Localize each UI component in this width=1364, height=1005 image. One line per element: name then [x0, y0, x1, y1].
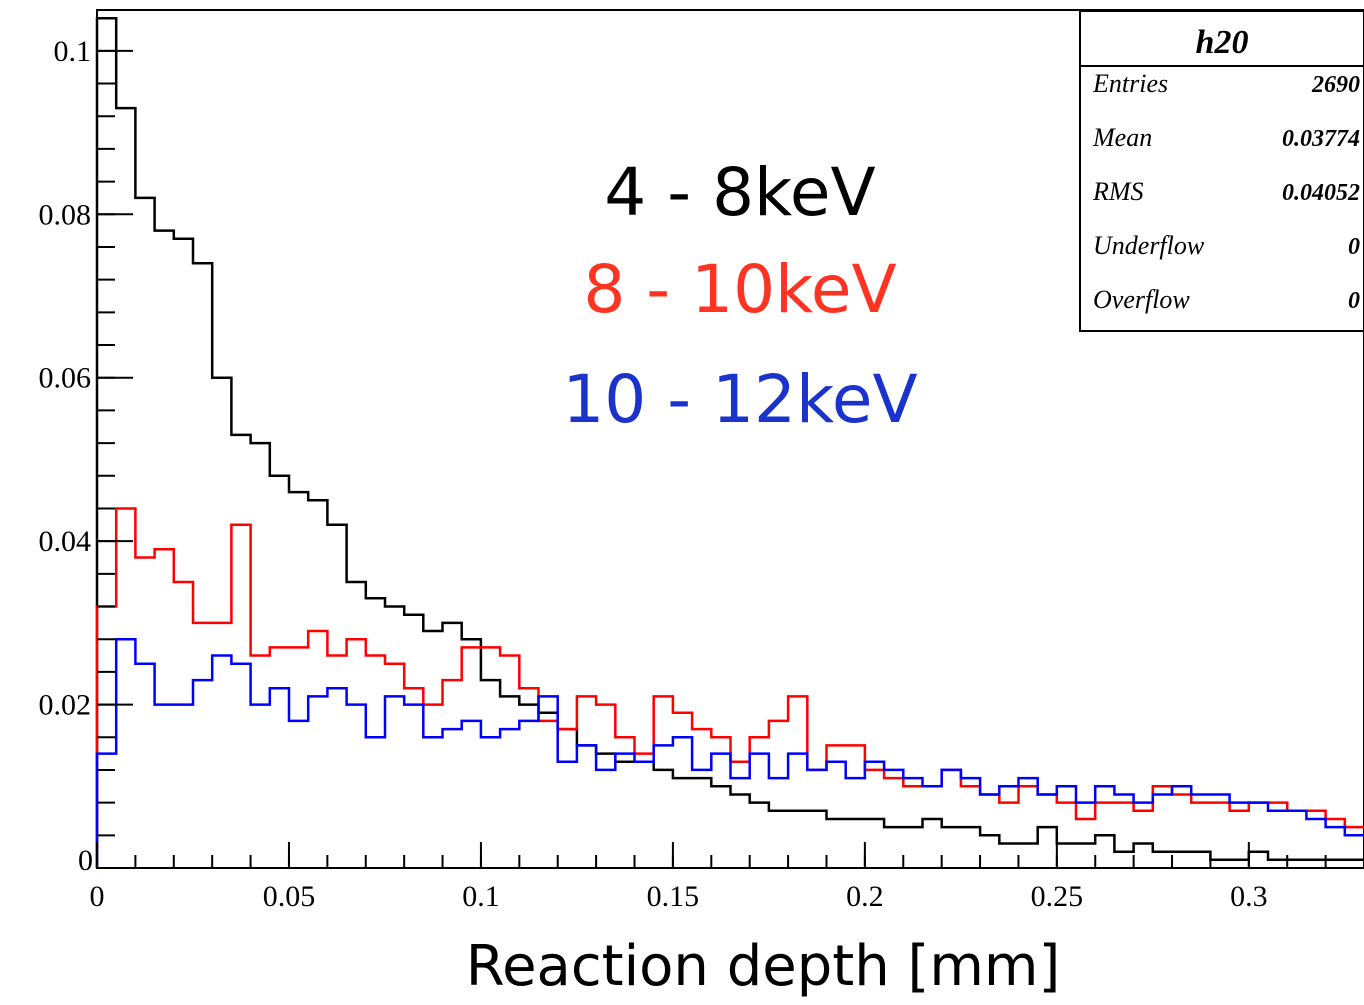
stats-rows: Entries 2690 Mean 0.03774 RMS 0.04052 Underflo…	[1092, 69, 1360, 314]
x-tick-label: 0.05	[263, 880, 316, 913]
stats-row-value: 2690	[1311, 72, 1360, 98]
y-tick-label: 0.08	[39, 198, 92, 231]
y-tick-label: 0.04	[39, 525, 92, 558]
x-tick-label: 0.25	[1031, 880, 1084, 913]
stats-row-label: RMS	[1092, 177, 1144, 206]
legend-label-10-12kev: 10 - 12keV	[562, 361, 917, 438]
stats-box: h20 Entries 2690 Mean 0.03774 RMS 0.04052 Unde…	[1079, 10, 1364, 332]
stats-row-value: 0	[1348, 288, 1360, 314]
x-tick-label: 0	[90, 880, 105, 913]
stats-row-value: 0.04052	[1282, 180, 1360, 206]
legend-label-8-10kev: 8 - 10keV	[583, 251, 896, 328]
series-line-1	[95, 16, 1364, 868]
series-line-2	[95, 507, 1364, 868]
series-group	[95, 16, 1364, 868]
stats-row-label: Mean	[1092, 123, 1152, 152]
stats-row-label: Entries	[1092, 69, 1168, 98]
x-axis-label: Reaction depth [mm]	[466, 934, 1061, 999]
x-tick-label: 0.2	[846, 880, 884, 913]
stats-row-label: Overflow	[1093, 285, 1190, 314]
y-tick-label: 0.06	[39, 362, 92, 395]
stats-row-value: 0.03774	[1282, 126, 1360, 152]
x-tick-label: 0.3	[1230, 880, 1268, 913]
y-tick-label: 0.1	[54, 35, 92, 68]
series-line-3	[95, 637, 1364, 868]
stats-row-value: 0	[1348, 234, 1360, 260]
stats-row-label: Underflow	[1093, 231, 1205, 260]
x-tick-label: 0.1	[462, 880, 500, 913]
legend-label-4-8kev: 4 - 8keV	[604, 154, 875, 231]
stats-box-frame	[1079, 10, 1364, 332]
axis-ticks: 0 0.05 0.1 0.15 0.2 0.25 0.3 0 0.02 0.04 0.06 0.08 0…	[39, 17, 1364, 913]
y-tick-label: 0	[78, 844, 93, 877]
stats-box-title: h20	[1196, 24, 1249, 61]
x-tick-label: 0.15	[647, 880, 700, 913]
y-tick-label: 0.02	[39, 689, 92, 722]
